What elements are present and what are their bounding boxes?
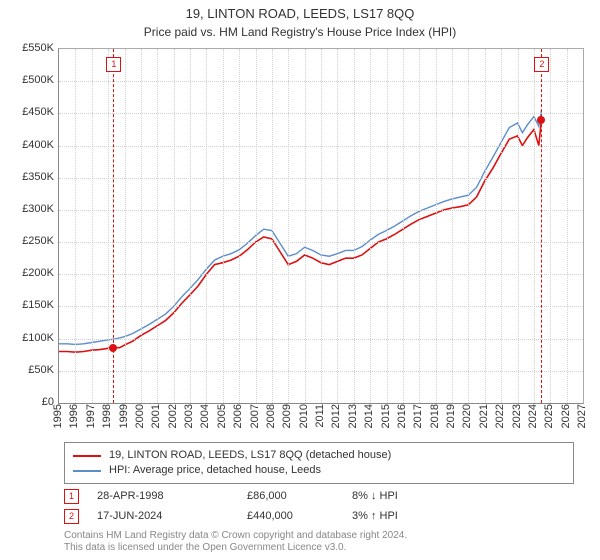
x-tick-label: 2012 [330,404,342,428]
legend-swatch [73,470,101,472]
legend-item: HPI: Average price, detached house, Leed… [73,463,565,478]
transaction-delta: 8% ↓ HPI [352,490,492,502]
x-tick-label: 2011 [314,404,326,428]
credits-line: This data is licensed under the Open Gov… [64,542,407,554]
transaction-row: 1 28-APR-1998 £86,000 8% ↓ HPI [64,486,492,506]
chart-title: 19, LINTON ROAD, LEEDS, LS17 8QQ [0,0,600,21]
x-tick-label: 1999 [118,404,130,428]
x-tick-label: 2004 [199,404,211,428]
x-tick-label: 2002 [167,404,179,428]
transaction-delta: 3% ↑ HPI [352,510,492,522]
marker-label: 1 [106,57,121,72]
x-tick-label: 2025 [543,404,555,428]
x-tick-label: 2000 [134,404,146,428]
x-tick-label: 2016 [396,404,408,428]
marker-line [541,49,542,403]
y-tick-label: £50K [4,364,54,376]
y-tick-label: £400K [4,139,54,151]
x-tick-label: 2018 [429,404,441,428]
y-tick-label: £150K [4,299,54,311]
x-tick-label: 1996 [68,404,80,428]
x-tick-label: 2008 [265,404,277,428]
y-tick-label: £500K [4,74,54,86]
x-tick-label: 2021 [478,404,490,428]
x-tick-label: 2027 [576,404,588,428]
x-tick-label: 1995 [52,404,64,428]
y-tick-label: £250K [4,235,54,247]
x-tick-label: 2026 [560,404,572,428]
transaction-row: 2 17-JUN-2024 £440,000 3% ↑ HPI [64,506,492,526]
transaction-date: 17-JUN-2024 [97,510,247,522]
chart-plot-area: 12 [58,48,584,404]
y-tick-label: £350K [4,171,54,183]
x-tick-label: 2007 [249,404,261,428]
y-tick-label: £300K [4,203,54,215]
x-tick-label: 2013 [347,404,359,428]
x-tick-label: 2024 [527,404,539,428]
x-tick-label: 2005 [216,404,228,428]
y-tick-label: £450K [4,106,54,118]
transaction-marker: 1 [64,489,79,504]
legend-label: 19, LINTON ROAD, LEEDS, LS17 8QQ (detach… [109,448,391,463]
chart-subtitle: Price paid vs. HM Land Registry's House … [0,21,600,39]
x-tick-label: 2019 [445,404,457,428]
y-tick-label: £200K [4,267,54,279]
y-tick-label: £550K [4,42,54,54]
x-tick-label: 1998 [101,404,113,428]
x-tick-label: 2017 [412,404,424,428]
marker-label: 2 [534,57,549,72]
x-tick-label: 2009 [281,404,293,428]
transaction-price: £86,000 [247,490,352,502]
x-tick-label: 2014 [363,404,375,428]
x-tick-label: 2023 [511,404,523,428]
x-tick-label: 2020 [461,404,473,428]
arrow-down-icon: ↓ [371,490,377,502]
y-tick-label: £100K [4,332,54,344]
x-tick-label: 2015 [380,404,392,428]
marker-dot [537,116,545,124]
x-tick-label: 2022 [494,404,506,428]
transaction-marker: 2 [64,509,79,524]
y-tick-label: £0 [4,396,54,408]
x-tick-label: 2001 [150,404,162,428]
x-tick-label: 2006 [232,404,244,428]
credits-line: Contains HM Land Registry data © Crown c… [64,530,407,542]
arrow-up-icon: ↑ [371,510,377,522]
x-tick-label: 2003 [183,404,195,428]
x-tick-label: 1997 [85,404,97,428]
transaction-date: 28-APR-1998 [97,490,247,502]
transaction-price: £440,000 [247,510,352,522]
legend-item: 19, LINTON ROAD, LEEDS, LS17 8QQ (detach… [73,448,565,463]
transaction-table: 1 28-APR-1998 £86,000 8% ↓ HPI 2 17-JUN-… [64,486,492,526]
credits: Contains HM Land Registry data © Crown c… [64,530,407,554]
legend-swatch [73,455,101,457]
x-tick-label: 2010 [298,404,310,428]
chart-legend: 19, LINTON ROAD, LEEDS, LS17 8QQ (detach… [64,442,574,484]
marker-dot [109,344,117,352]
legend-label: HPI: Average price, detached house, Leed… [109,463,321,478]
